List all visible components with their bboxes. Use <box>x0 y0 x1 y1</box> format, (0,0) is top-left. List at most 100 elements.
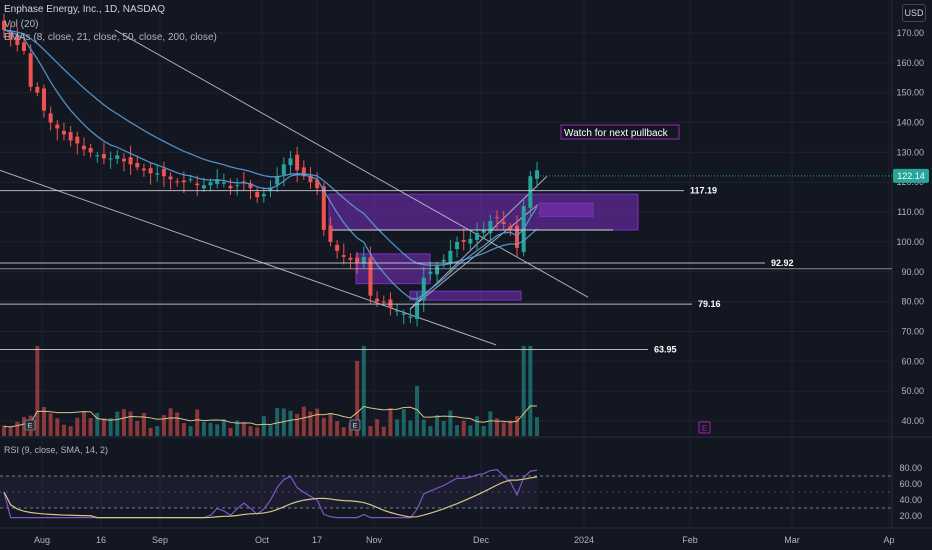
time-tick-label: Aug <box>34 535 50 545</box>
annotation-box <box>560 124 680 140</box>
rsi-ma-line <box>3 476 538 519</box>
candle-body <box>121 158 126 162</box>
candlesticks <box>2 13 539 327</box>
candle-body <box>415 301 420 319</box>
candle-body <box>255 192 260 198</box>
volume-bar <box>495 418 500 436</box>
candle-body <box>381 301 386 303</box>
candle-body <box>368 257 373 296</box>
volume-bar <box>508 420 513 436</box>
currency-button[interactable]: USD <box>902 4 926 22</box>
candle-body <box>35 86 40 93</box>
volume-bar <box>268 425 273 436</box>
time-tick-label: 2024 <box>574 535 594 545</box>
volume-bar <box>68 426 73 436</box>
candle-body <box>321 186 326 230</box>
volume-bar <box>528 346 533 436</box>
candle-body <box>461 240 466 242</box>
candle-body <box>168 176 173 180</box>
candle-body <box>428 271 433 274</box>
candle-body <box>8 32 13 39</box>
candle-body <box>95 155 100 157</box>
volume-bar <box>408 420 413 436</box>
price-tick-label: 40.00 <box>901 416 924 426</box>
candle-body <box>141 168 146 171</box>
volume-bar <box>375 419 380 436</box>
candle-body <box>495 217 500 219</box>
ema-indicator-label[interactable]: EMAs (8, close, 21, close, 50, close, 20… <box>4 32 217 43</box>
candle-body <box>108 158 113 160</box>
demand-zone <box>409 290 522 301</box>
candle-body <box>308 175 313 183</box>
volume-bar <box>135 420 140 436</box>
time-axis[interactable]: Aug 16 Sep Oct 17 Nov Dec 2024 Feb Mar Ap <box>34 535 895 545</box>
candle-body <box>61 130 66 135</box>
ema-lines <box>3 29 538 300</box>
candle-body <box>488 221 493 234</box>
candle-body <box>388 299 393 308</box>
candle-body <box>115 155 120 159</box>
time-tick-label: Dec <box>473 535 490 545</box>
volume-bar <box>81 411 86 436</box>
volume-indicator-label[interactable]: Vol (20) <box>4 19 39 30</box>
volume-bar <box>41 406 46 436</box>
volume-bar <box>101 418 106 436</box>
price-tick-label: 160.00 <box>896 58 924 68</box>
volume-bar <box>381 426 386 436</box>
volume-bar <box>95 413 100 436</box>
candle-body <box>401 313 406 315</box>
candle-body <box>261 194 266 197</box>
candle-body <box>81 145 86 150</box>
candle-body <box>201 185 206 189</box>
volume-bar <box>181 422 186 436</box>
candle-body <box>75 136 80 144</box>
candle-body <box>161 168 166 177</box>
volume-bars <box>2 346 539 436</box>
rsi-indicator-label[interactable]: RSI (9, close, SMA, 14, 2) <box>4 445 109 455</box>
volume-bar <box>328 413 333 436</box>
last-price-badge <box>893 168 929 183</box>
volume-bar <box>448 410 453 436</box>
candle-body <box>468 238 473 244</box>
price-tick-label: 50.00 <box>901 386 924 396</box>
candle-body <box>515 225 520 248</box>
price-tick-label: 170.00 <box>896 28 924 38</box>
time-tick-label: Feb <box>682 535 698 545</box>
volume-bar <box>88 418 93 436</box>
volume-bar <box>468 425 473 436</box>
volume-bar <box>461 420 466 436</box>
volume-bar <box>308 411 313 436</box>
candle-body <box>195 183 200 186</box>
candle-body <box>448 250 453 263</box>
candle-body <box>301 167 306 177</box>
volume-bar <box>428 426 433 436</box>
candle-body <box>41 88 46 111</box>
future-earnings-marker-label: E <box>702 424 707 433</box>
volume-bar <box>368 426 373 436</box>
volume-bar <box>488 411 493 436</box>
candle-body <box>28 53 33 87</box>
candle-body <box>408 316 413 318</box>
candle-body <box>235 185 240 187</box>
candle-body <box>535 170 539 179</box>
volume-bar <box>8 426 13 436</box>
demand-zone <box>539 202 594 218</box>
candle-body <box>421 277 426 301</box>
level-label: 117.19 <box>690 186 717 196</box>
price-tick-label: 90.00 <box>901 267 924 277</box>
candle-body <box>128 157 133 165</box>
time-tick-label: Mar <box>784 535 800 545</box>
volume-bar <box>341 427 346 436</box>
volume-bar <box>335 421 340 436</box>
price-axis[interactable]: 170.00160.00150.00140.00130.00120.00110.… <box>893 28 929 426</box>
volume-bar <box>161 415 166 436</box>
volume-bar <box>55 418 60 436</box>
candle-body <box>508 226 513 230</box>
volume-bar <box>15 421 20 436</box>
volume-bar <box>361 346 366 436</box>
volume-bar <box>355 361 360 436</box>
volume-bar <box>455 425 460 436</box>
volume-bar <box>315 408 320 436</box>
